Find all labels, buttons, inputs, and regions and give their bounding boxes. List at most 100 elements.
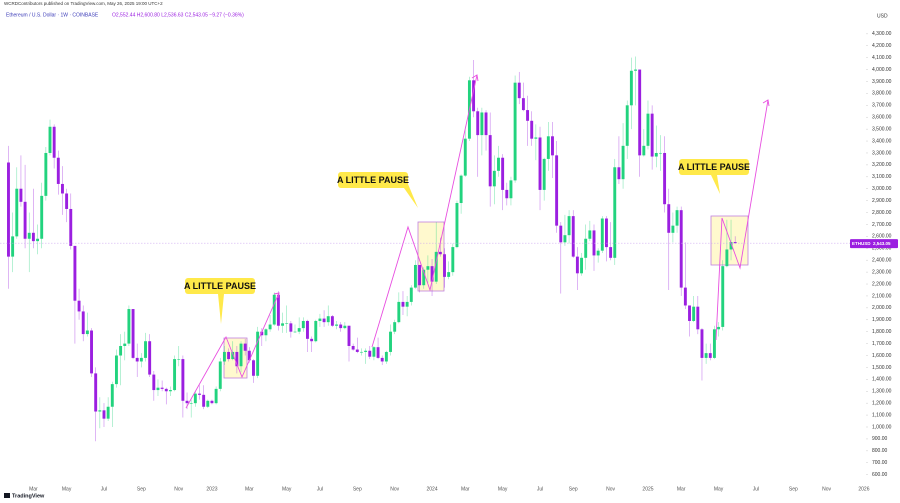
candle-body xyxy=(368,350,372,357)
x-tick-label: Jul xyxy=(101,486,107,492)
candle-body xyxy=(717,326,721,330)
x-tick-label: Sep xyxy=(353,486,362,492)
candle-body xyxy=(526,110,530,121)
callout-box xyxy=(679,159,749,175)
candle-body xyxy=(384,351,388,362)
candle-body xyxy=(443,254,446,277)
candle-body xyxy=(617,167,621,180)
y-tick-label: 4,000.00 xyxy=(872,67,892,73)
y-tick-label: 4,300.00 xyxy=(872,31,892,37)
y-tick-label: 700.00 xyxy=(872,460,888,466)
candle-body xyxy=(40,195,44,239)
x-tick-label: 2025 xyxy=(642,486,653,492)
candle-body xyxy=(272,294,276,325)
candle-body xyxy=(127,309,131,344)
y-tick-label: 2,500.00 xyxy=(872,246,892,252)
candle-body xyxy=(484,112,488,136)
x-tick-label: May xyxy=(498,486,508,492)
candle-body xyxy=(293,331,297,333)
y-tick-label: 3,400.00 xyxy=(872,138,892,144)
callout-box xyxy=(185,278,255,294)
y-tick-label: 1,700.00 xyxy=(872,341,892,347)
x-tick-label: Sep xyxy=(137,486,146,492)
callout-box xyxy=(338,172,408,188)
candle-body xyxy=(405,301,409,307)
candle-body xyxy=(81,311,85,335)
candle-body xyxy=(214,388,218,404)
candle-body xyxy=(114,355,118,385)
candle-body xyxy=(210,400,214,404)
drawings xyxy=(223,215,749,379)
candle-body xyxy=(322,318,326,323)
candle-body xyxy=(563,235,567,243)
candle-body xyxy=(567,216,571,236)
candle-body xyxy=(247,350,251,361)
x-tick-label: Mar xyxy=(29,486,38,492)
candle-body xyxy=(7,162,10,257)
candle-body xyxy=(98,410,102,412)
annotation: A LITTLE PAUSE xyxy=(678,162,750,172)
candle-body xyxy=(413,264,417,288)
candle-body xyxy=(351,345,355,350)
candle-body xyxy=(198,393,201,395)
candle-body xyxy=(418,264,422,286)
candle-body xyxy=(343,325,347,329)
candle-body xyxy=(534,137,538,139)
candle-body xyxy=(538,137,542,190)
candle-body xyxy=(347,325,351,346)
pause-box xyxy=(710,215,749,266)
candle-body xyxy=(239,343,243,367)
candle-body xyxy=(268,324,272,330)
callouts: A LITTLE PAUSE A LITTLE PAUSE A LITTLE P… xyxy=(184,159,750,324)
y-tick-label: 1,600.00 xyxy=(872,353,892,359)
x-tick-label: May xyxy=(62,486,72,492)
y-tick-label: 800.00 xyxy=(872,448,888,454)
candle-body xyxy=(600,218,604,251)
y-tick-label: 1,400.00 xyxy=(872,377,892,383)
candle-body xyxy=(152,374,156,391)
candle-body xyxy=(206,400,210,407)
candle-body xyxy=(222,351,226,362)
candle-body xyxy=(181,359,185,401)
candle-body xyxy=(168,390,172,392)
x-tick-label: Mar xyxy=(461,486,470,492)
candle-body xyxy=(559,225,563,243)
candle-body xyxy=(44,152,48,196)
candle-body xyxy=(521,98,525,111)
candle-body xyxy=(310,338,314,342)
y-tick-label: 1,900.00 xyxy=(872,317,892,323)
x-tick-label: Mar xyxy=(245,486,254,492)
candle-body xyxy=(380,357,384,362)
candle-body xyxy=(451,247,455,273)
x-tick-label: May xyxy=(282,486,292,492)
candle-body xyxy=(364,350,368,352)
candle-body xyxy=(447,272,451,277)
candle-body xyxy=(11,236,15,257)
candle-body xyxy=(231,351,235,360)
y-tick-label: 1,100.00 xyxy=(872,412,892,418)
candle-body xyxy=(202,394,206,407)
candle-body xyxy=(160,387,164,389)
y-tick-label: 3,200.00 xyxy=(872,162,892,168)
candle-body xyxy=(505,189,509,199)
y-tick-label: 600.00 xyxy=(872,472,888,478)
candle-body xyxy=(542,158,546,190)
candle-body xyxy=(326,316,330,323)
y-tick-label: 2,200.00 xyxy=(872,281,892,287)
y-tick-label: 2,100.00 xyxy=(872,293,892,299)
candle-body xyxy=(609,247,613,258)
x-tick-label: Nov xyxy=(606,486,615,492)
logo-mark xyxy=(4,493,10,498)
candle-body xyxy=(588,230,592,239)
arrow-head xyxy=(471,74,479,82)
callout-pointer xyxy=(218,294,224,324)
candle-body xyxy=(285,323,289,324)
y-tick-label: 2,700.00 xyxy=(872,222,892,228)
y-tick-label: 2,300.00 xyxy=(872,269,892,275)
candle-body xyxy=(289,323,293,332)
y-tick-label: 4,200.00 xyxy=(872,43,892,49)
footer-logo: TradingView xyxy=(4,493,45,499)
candle-body xyxy=(658,152,662,154)
candle-body xyxy=(260,331,264,336)
